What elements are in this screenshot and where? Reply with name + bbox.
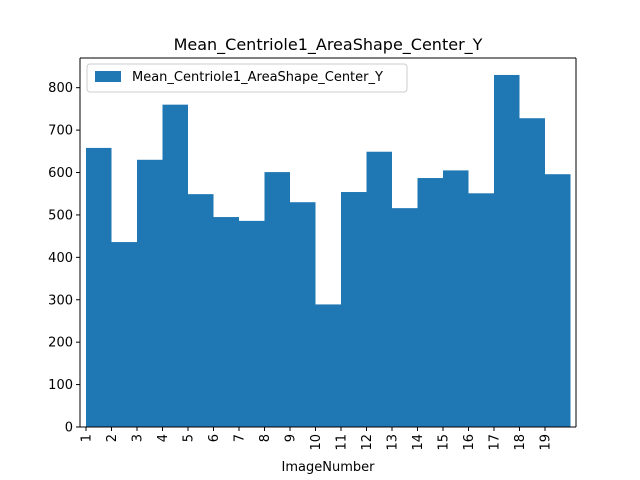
legend: Mean_Centriole1_AreaShape_Center_Y [86,63,408,93]
x-tick-label: 19 [539,434,554,451]
x-tick-label: 17 [488,434,503,451]
bar-15 [443,170,469,427]
chart-title: Mean_Centriole1_AreaShape_Center_Y [174,35,483,55]
bar-6 [213,217,239,427]
x-tick-label: 8 [258,434,273,442]
x-tick-label: 4 [156,434,171,442]
bars-group [86,74,571,428]
x-tick-label: 3 [131,434,146,442]
bar-13 [392,208,418,427]
x-tick-label: 5 [182,434,197,442]
x-tick-label: 1 [80,434,95,442]
x-tick-label: 7 [233,434,248,442]
y-tick-label: 600 [48,166,73,181]
bar-11 [341,192,367,427]
x-tick-label: 15 [437,434,452,451]
y-tick-label: 800 [48,81,73,96]
bar-10 [315,304,341,427]
y-tick-label: 500 [48,208,73,223]
y-tick-label: 400 [48,251,73,266]
x-tick-label: 10 [309,434,324,451]
y-tick-label: 700 [48,124,73,139]
bar-7 [239,220,265,427]
bar-1 [86,147,112,427]
legend-label: Mean_Centriole1_AreaShape_Center_Y [132,70,383,85]
bar-19 [545,174,571,427]
y-tick-label: 0 [65,421,73,436]
x-tick-label: 12 [360,434,375,451]
bar-18 [519,118,545,427]
legend-swatch [95,71,121,82]
bar-8 [264,172,290,427]
bar-14 [417,178,443,427]
y-tick-label: 200 [48,336,73,351]
x-tick-label: 11 [335,434,350,451]
bar-17 [494,74,520,427]
bar-16 [468,193,494,427]
x-tick-label: 18 [513,434,528,451]
bar-9 [290,202,316,427]
bar-3 [137,159,163,428]
y-tick-label: 100 [48,378,73,393]
bar-5 [188,194,214,427]
bar-2 [111,242,137,427]
x-tick-label: 6 [207,434,222,442]
x-axis-title: ImageNumber [282,460,376,475]
x-tick-label: 2 [105,434,120,442]
x-tick-label: 9 [284,434,299,442]
bar-4 [162,104,188,427]
bar-12 [366,151,392,427]
x-tick-label: 14 [411,434,426,451]
x-tick-label: 13 [386,434,401,451]
legend-frame [86,63,408,93]
y-tick-label: 300 [48,293,73,308]
x-tick-label: 16 [462,434,477,451]
